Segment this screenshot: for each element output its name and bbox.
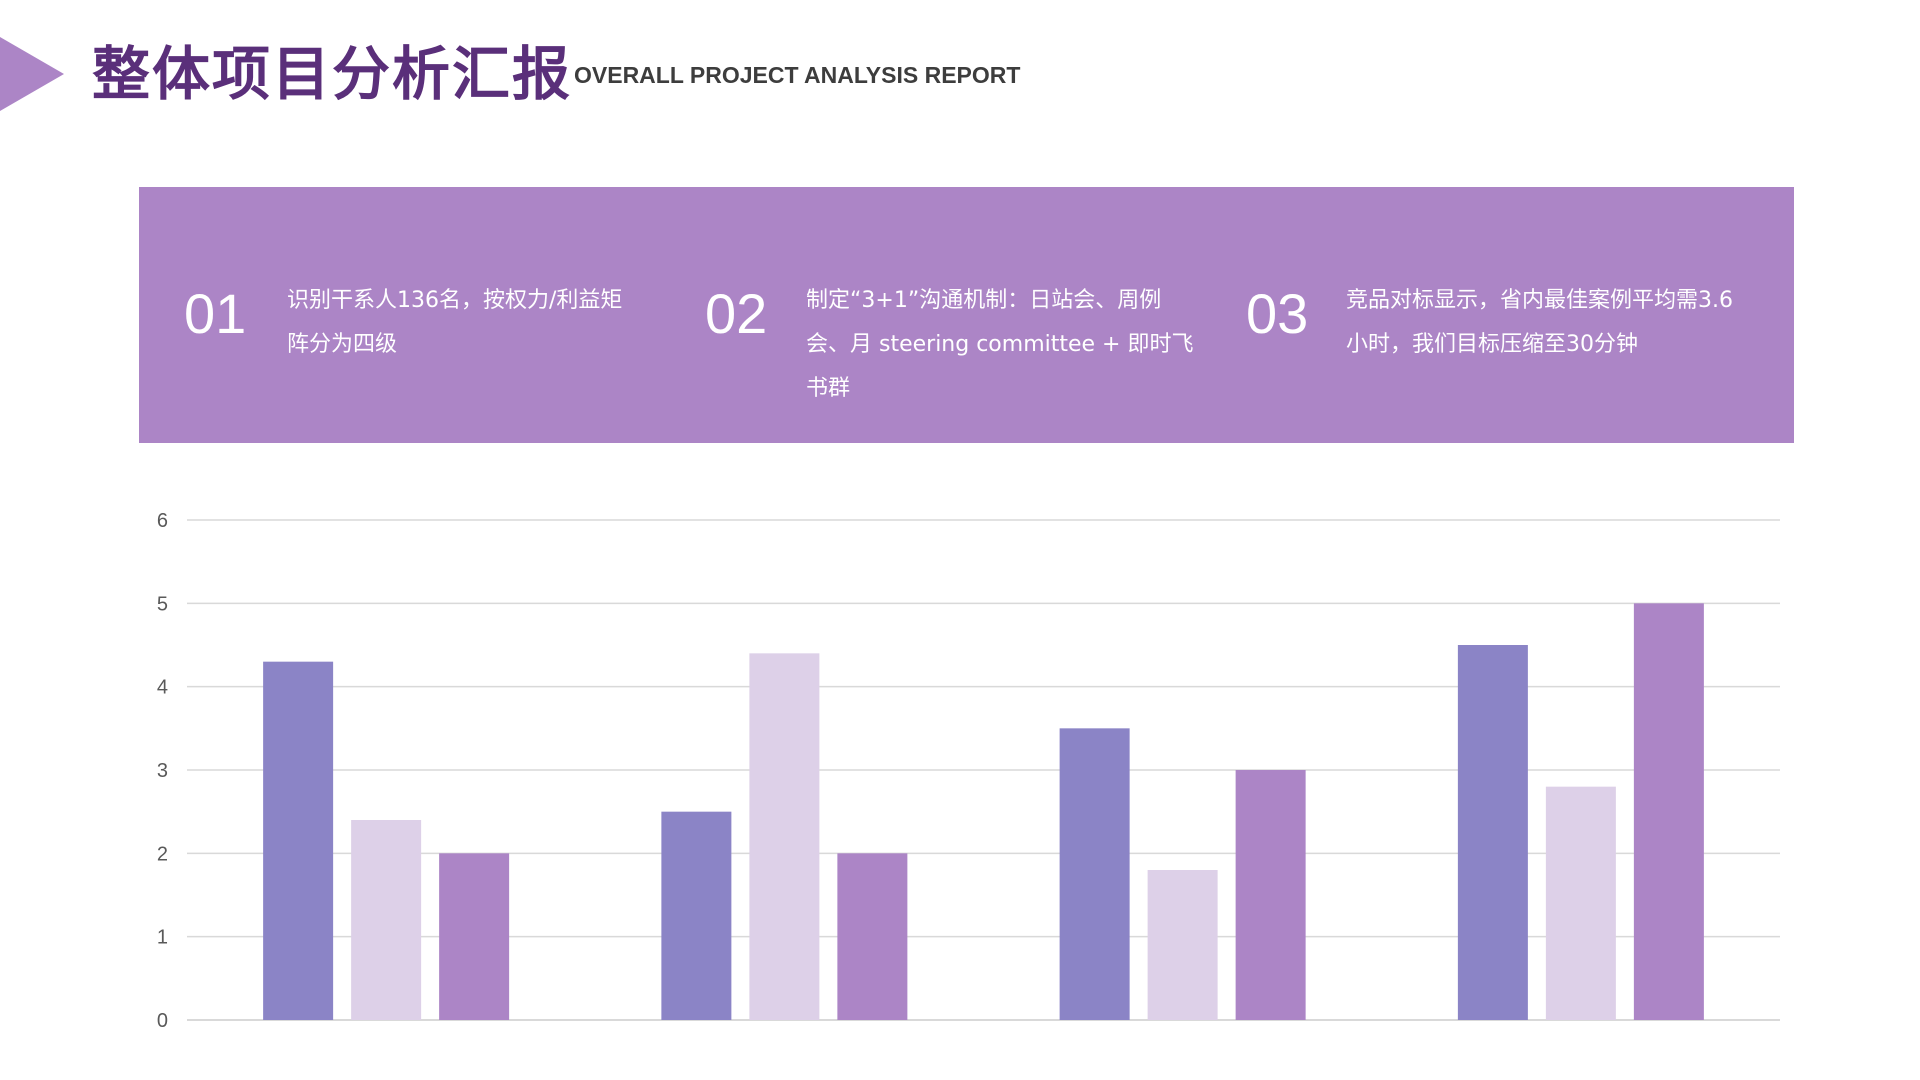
bar-series-2-group-4 bbox=[1545, 786, 1616, 1020]
y-tick-label: 6 bbox=[157, 510, 168, 532]
y-tick-label: 3 bbox=[157, 760, 168, 782]
bar-series-1-group-3 bbox=[1059, 728, 1130, 1020]
key-points-banner: 01 识别干系人136名，按权力/利益矩阵分为四级 02 制定“3+1”沟通机制… bbox=[139, 187, 1794, 443]
bar-series-3-group-1 bbox=[439, 853, 510, 1020]
bar-series-1-group-2 bbox=[661, 811, 732, 1020]
bar-series-3-group-2 bbox=[837, 853, 908, 1020]
bar-series-1-group-1 bbox=[263, 661, 334, 1020]
y-tick-label: 4 bbox=[157, 677, 168, 699]
key-point-number: 01 bbox=[184, 282, 247, 345]
key-point-number: 03 bbox=[1246, 282, 1309, 345]
bar-series-3-group-4 bbox=[1633, 603, 1704, 1020]
bar-chart: 0 1 2 3 4 5 6 bbox=[130, 490, 1790, 1050]
page-subtitle: OVERALL PROJECT ANALYSIS REPORT bbox=[574, 62, 1021, 88]
key-point-text: 制定“3+1”沟通机制：日站会、周例会、月 steering committee… bbox=[806, 288, 1194, 401]
bar-series-2-group-2 bbox=[749, 653, 820, 1020]
y-tick-label: 5 bbox=[157, 593, 168, 615]
bar-series-2-group-3 bbox=[1147, 870, 1218, 1020]
y-tick-label: 2 bbox=[157, 843, 168, 865]
key-point-2: 02 制定“3+1”沟通机制：日站会、周例会、月 steering commit… bbox=[659, 187, 1199, 443]
key-point-text: 竞品对标显示，省内最佳案例平均需3.6小时，我们目标压缩至30分钟 bbox=[1346, 288, 1733, 357]
y-tick-label: 1 bbox=[157, 927, 168, 949]
header-arrow-icon bbox=[0, 37, 64, 111]
key-point-1: 01 识别干系人136名，按权力/利益矩阵分为四级 bbox=[139, 187, 659, 443]
key-point-number: 02 bbox=[705, 282, 768, 345]
bar-chart-svg: 0 1 2 3 4 5 6 bbox=[157, 510, 1780, 1032]
page-title: 整体项目分析汇报 bbox=[92, 40, 573, 108]
y-tick-label: 0 bbox=[157, 1010, 168, 1032]
bar-series-3-group-3 bbox=[1235, 770, 1306, 1020]
key-point-text: 识别干系人136名，按权力/利益矩阵分为四级 bbox=[287, 288, 623, 357]
key-point-3: 03 竞品对标显示，省内最佳案例平均需3.6小时，我们目标压缩至30分钟 bbox=[1199, 187, 1789, 443]
bar-series-1-group-4 bbox=[1457, 645, 1528, 1020]
bar-series-2-group-1 bbox=[351, 820, 422, 1020]
